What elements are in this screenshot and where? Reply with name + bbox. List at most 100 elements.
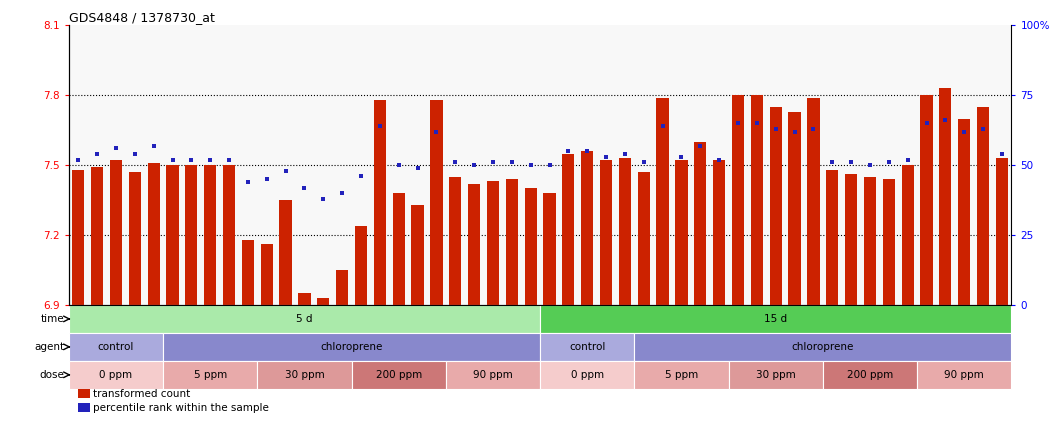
Point (334, 190, 351, 197)
Bar (449, 177, 462, 305)
Bar (770, 107, 782, 305)
Bar (618, 158, 631, 305)
Bar (995, 158, 1008, 305)
Bar (634, 333, 1011, 361)
Point (258, 176, 275, 182)
Point (674, 154, 690, 160)
Text: 5 ppm: 5 ppm (665, 370, 698, 380)
Bar (91, 168, 103, 305)
Point (409, 165, 426, 171)
Text: 15 d: 15 d (765, 314, 787, 324)
Text: GDS4848 / 1378730_at: GDS4848 / 1378730_at (69, 11, 215, 24)
Bar (917, 361, 1011, 389)
Point (183, 156, 200, 163)
Point (597, 154, 614, 160)
Bar (540, 305, 1011, 333)
Bar (543, 193, 556, 305)
Text: 90 ppm: 90 ppm (945, 370, 984, 380)
Point (277, 168, 294, 174)
Point (560, 148, 577, 154)
Point (164, 156, 181, 163)
Text: time: time (40, 314, 65, 324)
Bar (657, 98, 668, 305)
Bar (468, 184, 480, 305)
Bar (506, 179, 518, 305)
Point (220, 156, 237, 163)
Point (880, 159, 897, 166)
Bar (524, 189, 537, 305)
Point (428, 128, 445, 135)
Point (786, 128, 803, 135)
Text: control: control (569, 342, 606, 352)
Point (843, 159, 860, 166)
Text: 200 ppm: 200 ppm (376, 370, 421, 380)
Bar (789, 112, 801, 305)
Bar (69, 305, 540, 333)
Point (70, 156, 87, 163)
Point (861, 162, 878, 168)
Bar (299, 293, 310, 305)
Point (315, 195, 331, 202)
Bar (72, 170, 85, 305)
Bar (713, 160, 725, 305)
Point (899, 156, 916, 163)
Point (993, 151, 1010, 157)
Point (805, 126, 822, 132)
Text: 30 ppm: 30 ppm (285, 370, 324, 380)
Bar (751, 95, 762, 305)
Bar (487, 181, 499, 305)
Bar (280, 200, 291, 305)
Point (955, 128, 972, 135)
Text: 0 ppm: 0 ppm (100, 370, 132, 380)
Point (239, 179, 256, 185)
Bar (540, 333, 634, 361)
Point (692, 142, 708, 149)
Bar (600, 160, 612, 305)
Text: 5 ppm: 5 ppm (194, 370, 227, 380)
Bar (823, 361, 917, 389)
Point (485, 159, 502, 166)
Bar (261, 244, 273, 305)
Bar (257, 361, 352, 389)
Point (145, 142, 162, 149)
Bar (163, 361, 257, 389)
Bar (446, 361, 540, 389)
Point (767, 126, 784, 132)
Text: percentile rank within the sample: percentile rank within the sample (93, 403, 269, 413)
Bar (901, 165, 914, 305)
Point (466, 162, 483, 168)
Bar (374, 100, 385, 305)
Point (353, 173, 370, 180)
Point (126, 151, 143, 157)
Point (447, 159, 464, 166)
Bar (110, 160, 122, 305)
Text: 90 ppm: 90 ppm (473, 370, 513, 380)
Bar (336, 270, 348, 305)
Bar (540, 361, 634, 389)
Point (730, 120, 747, 126)
Point (108, 145, 125, 152)
Text: agent: agent (34, 342, 65, 352)
Bar (223, 165, 235, 305)
Bar (78, 404, 90, 412)
Bar (695, 142, 706, 305)
Bar (939, 88, 951, 305)
Point (372, 123, 389, 129)
Text: chloroprene: chloroprene (792, 342, 854, 352)
Bar (78, 389, 90, 398)
Bar (562, 154, 574, 305)
Point (937, 117, 954, 124)
Bar (634, 361, 729, 389)
Text: 200 ppm: 200 ppm (847, 370, 893, 380)
Bar (845, 174, 857, 305)
Point (390, 162, 407, 168)
Point (541, 162, 558, 168)
Bar (166, 165, 179, 305)
Bar (732, 95, 744, 305)
Bar (204, 165, 216, 305)
Point (654, 123, 671, 129)
Text: 5 d: 5 d (297, 314, 312, 324)
Bar (920, 95, 933, 305)
Bar (393, 193, 405, 305)
Point (578, 148, 595, 154)
